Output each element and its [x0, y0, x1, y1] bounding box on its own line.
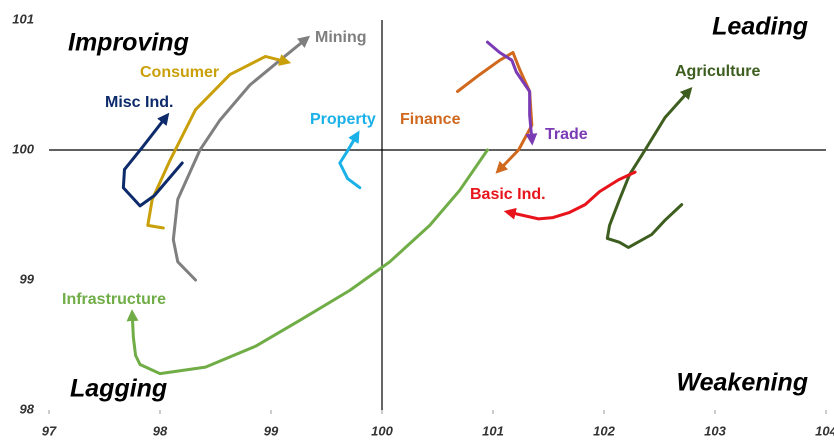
y-tick-label: 100 — [12, 141, 34, 156]
trail — [146, 54, 292, 230]
x-tick-label: 99 — [264, 423, 279, 438]
series-label: Finance — [400, 111, 461, 128]
trail — [126, 148, 489, 376]
trail — [121, 112, 184, 208]
quadrant-label: Lagging — [70, 375, 167, 403]
series-label: Agriculture — [675, 63, 760, 80]
trail — [171, 35, 311, 282]
series-label: Infrastructure — [62, 291, 166, 308]
trail — [485, 40, 538, 146]
y-tick-label: 99 — [20, 271, 35, 286]
x-tick-label: 101 — [482, 423, 504, 438]
y-tick-label: 98 — [20, 401, 35, 416]
series-label: Misc Ind. — [105, 94, 173, 111]
x-tick-label: 104 — [815, 423, 834, 438]
series-label: Basic Ind. — [470, 186, 546, 203]
trail — [605, 87, 693, 249]
y-tick-label: 101 — [12, 11, 34, 26]
trail — [503, 170, 637, 221]
quadrant-label: Weakening — [676, 369, 808, 397]
x-tick-label: 97 — [42, 423, 57, 438]
x-tick-label: 98 — [153, 423, 168, 438]
x-tick-label: 100 — [371, 423, 393, 438]
quadrant-label: Improving — [68, 29, 189, 57]
trail — [338, 130, 362, 190]
series-label: Trade — [545, 126, 588, 143]
trail — [455, 51, 534, 174]
x-tick-label: 102 — [593, 423, 615, 438]
quadrant-label: Leading — [712, 13, 808, 41]
series-label: Mining — [315, 29, 367, 46]
series-label: Property — [310, 111, 376, 128]
series-label: Consumer — [140, 64, 219, 81]
x-tick-label: 103 — [704, 423, 726, 438]
